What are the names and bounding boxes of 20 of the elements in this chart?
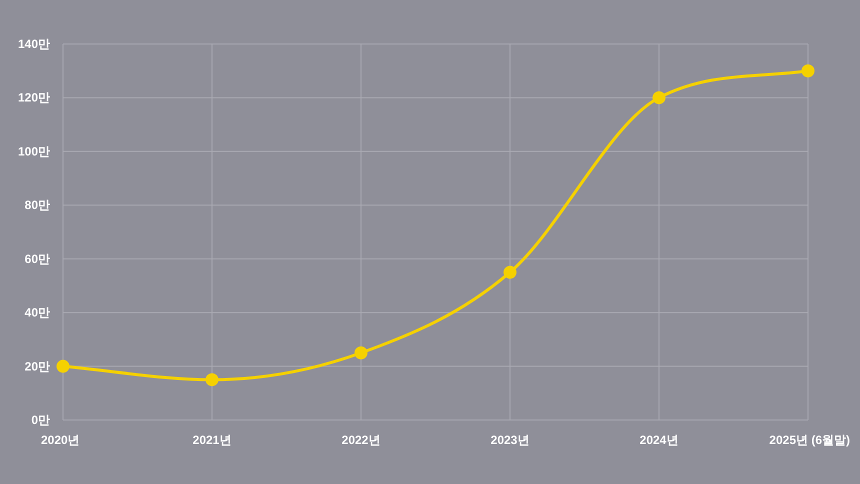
x-tick-label: 2025년 (6월말) <box>769 433 850 447</box>
point <box>652 91 666 104</box>
y-tick-label: 60만 <box>24 252 50 266</box>
x-tick-label: 2021년 <box>192 433 232 447</box>
point <box>206 373 218 386</box>
x-tick-label: 2023년 <box>490 433 530 447</box>
y-tick-label: 0만 <box>31 413 50 427</box>
y-tick-label: 20만 <box>24 359 50 374</box>
y-tick-label: 140만 <box>18 37 50 51</box>
y-tick-label: 40만 <box>24 306 50 320</box>
y-tick-label: 100만 <box>18 144 50 158</box>
y-tick-label: 120만 <box>18 90 50 105</box>
point <box>504 266 516 279</box>
point <box>56 360 70 373</box>
x-tick-label: 2022년 <box>342 433 380 447</box>
x-tick-label: 2020년 <box>41 433 80 447</box>
point <box>802 64 814 78</box>
y-tick-label: 80만 <box>24 198 50 212</box>
point <box>354 346 368 360</box>
x-tick-label: 2024년 <box>640 433 678 447</box>
